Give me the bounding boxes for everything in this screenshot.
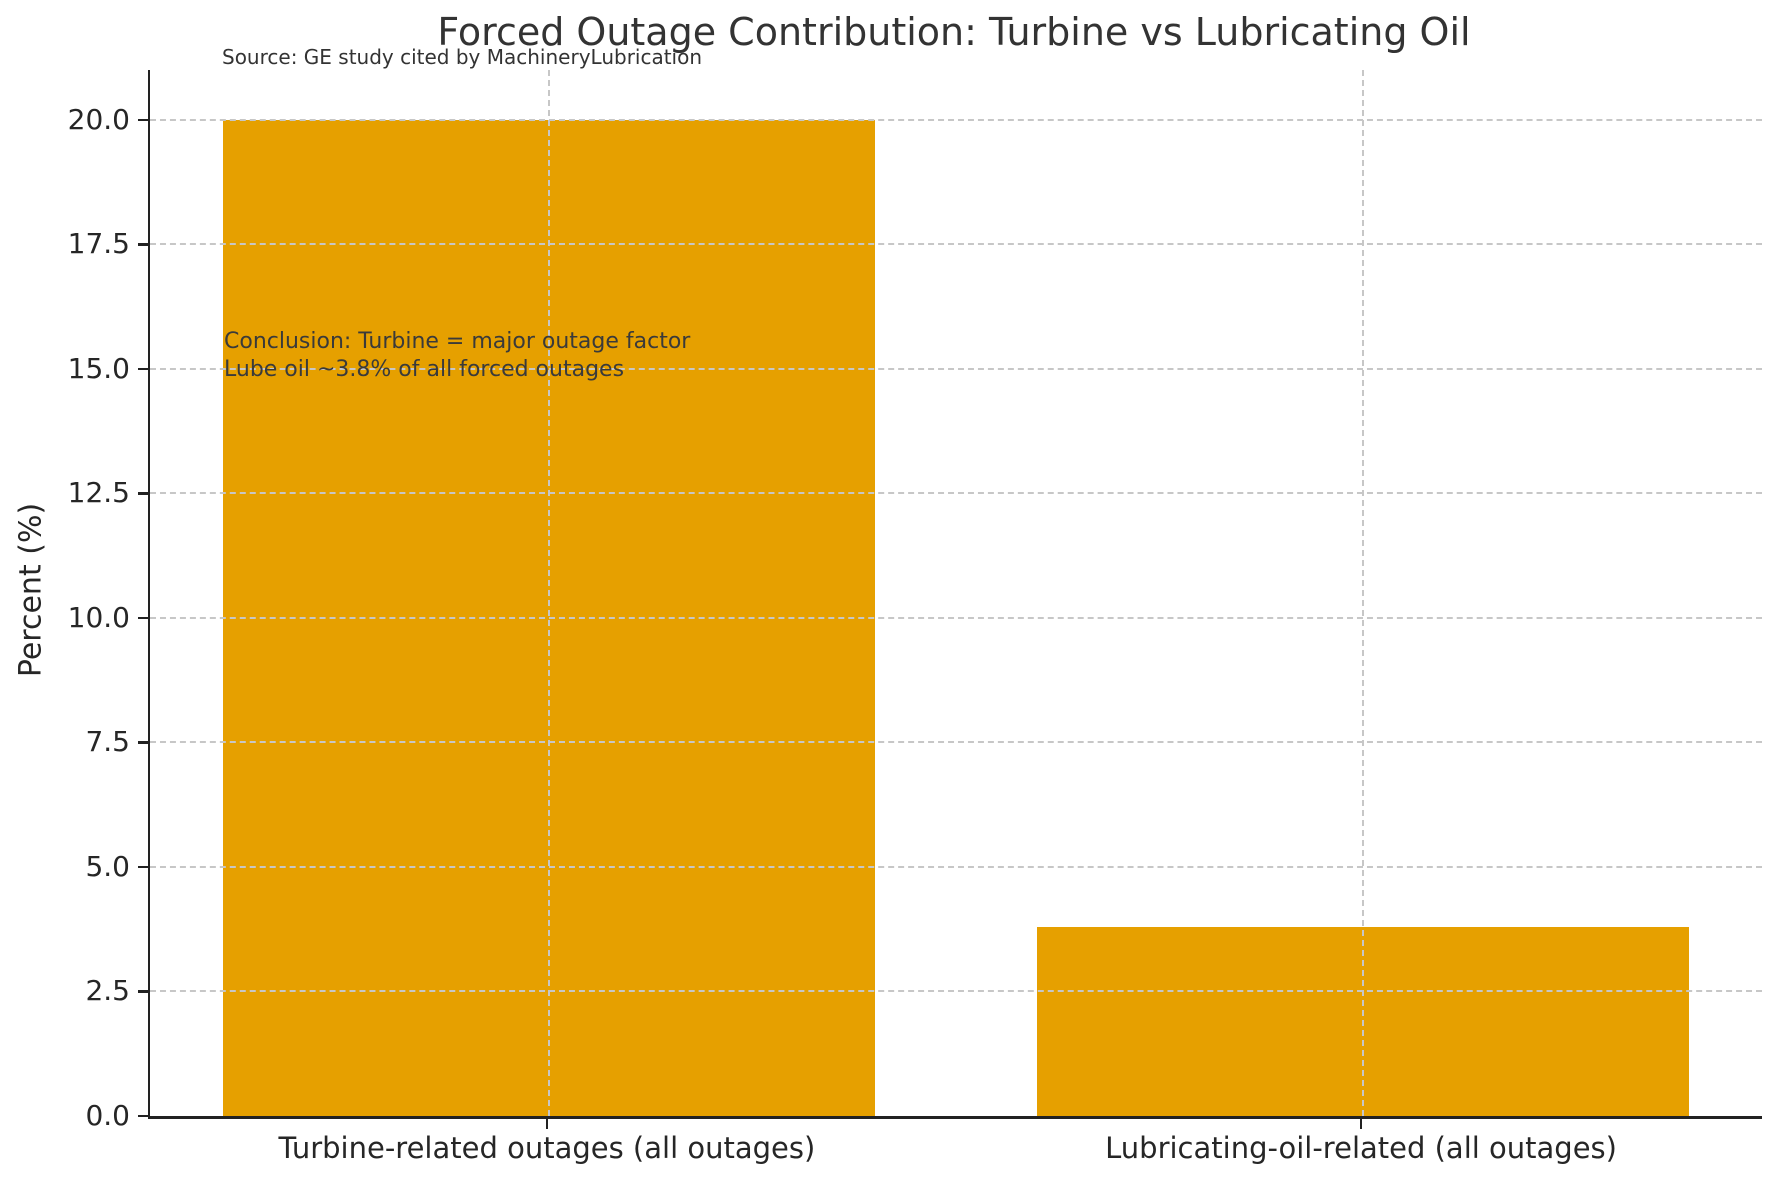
y-tick-mark-5.0 xyxy=(138,865,148,869)
y-gridline-17.5 xyxy=(150,243,1762,246)
x-tick-label-0: Turbine-related outages (all outages) xyxy=(278,1131,816,1165)
y-tick-mark-17.5 xyxy=(138,243,148,246)
annotation-line-1: Conclusion: Turbine = major outage facto… xyxy=(224,329,691,354)
x-tick-mark-0 xyxy=(545,1119,549,1129)
x-tick-label-1: Lubricating-oil-related (all outages) xyxy=(1105,1131,1617,1165)
y-tick-label-10.0: 10.0 xyxy=(67,600,130,634)
y-tick-mark-15.0 xyxy=(138,367,148,371)
plot-area: Conclusion: Turbine = major outage facto… xyxy=(148,70,1762,1119)
y-tick-label-0.0: 0.0 xyxy=(85,1099,130,1132)
conclusion-annotation: Conclusion: Turbine = major outage facto… xyxy=(224,328,690,384)
y-tick-mark-10.0 xyxy=(138,616,148,620)
source-note: Source: GE study cited by MachineryLubri… xyxy=(222,45,703,69)
y-tick-label-7.5: 7.5 xyxy=(85,725,130,759)
y-gridline-7.5 xyxy=(150,741,1762,744)
y-tick-label-12.5: 12.5 xyxy=(67,476,130,510)
y-tick-mark-2.5 xyxy=(138,990,148,993)
y-tick-mark-20.0 xyxy=(138,118,148,122)
y-tick-label-15.0: 15.0 xyxy=(67,351,130,385)
x-tick-mark-1 xyxy=(1359,1119,1363,1129)
y-tick-mark-7.5 xyxy=(138,741,148,744)
y-gridline-15.0 xyxy=(150,367,1762,370)
y-tick-label-5.0: 5.0 xyxy=(85,849,130,883)
y-axis-label: Percent (%) xyxy=(13,502,49,678)
x-gridline-1 xyxy=(1362,70,1365,1116)
x-gridline-0 xyxy=(547,70,550,1116)
y-gridline-5.0 xyxy=(150,865,1762,868)
annotation-line-2: Lube oil ~3.8% of all forced outages xyxy=(224,357,625,382)
y-gridline-10.0 xyxy=(150,616,1762,619)
y-tick-mark-12.5 xyxy=(138,492,148,495)
y-tick-mark-0.0 xyxy=(138,1114,148,1118)
y-gridline-12.5 xyxy=(150,492,1762,495)
y-tick-label-20.0: 20.0 xyxy=(67,102,130,136)
y-tick-label-2.5: 2.5 xyxy=(85,974,130,1008)
y-gridline-2.5 xyxy=(150,990,1762,993)
y-gridline-20.0 xyxy=(150,118,1762,121)
chart-title: Forced Outage Contribution: Turbine vs L… xyxy=(437,10,1471,54)
y-tick-label-17.5: 17.5 xyxy=(67,227,130,261)
